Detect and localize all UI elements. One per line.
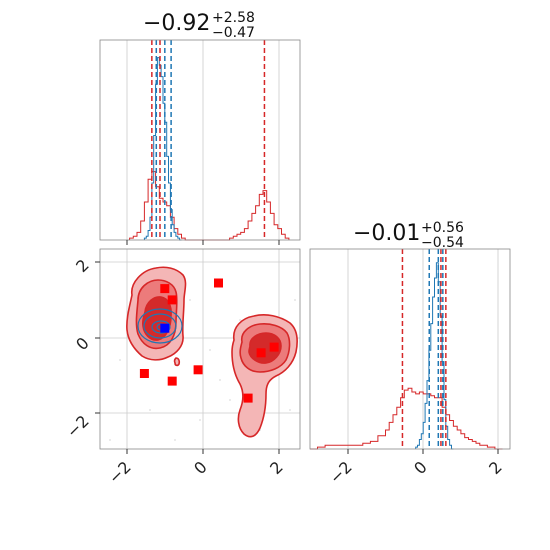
bottom-right-xtick-label-2: 2 — [485, 457, 506, 478]
bottom-left-xtick-label-0: 0 — [190, 457, 211, 478]
bottom-left-frame — [99, 248, 301, 450]
sample-point — [289, 409, 291, 411]
top-left-quantile-lines — [151, 40, 266, 240]
bottom-left-x-axis: −2 0 2 — [105, 449, 287, 488]
top-left-gridlines — [126, 40, 280, 240]
sample-point — [189, 299, 191, 301]
sample-point — [294, 299, 296, 301]
top-left-histogram-panel: −0.92 +2.58 −0.47 — [99, 10, 301, 245]
sample-point — [239, 319, 241, 321]
bottom-left-ytick-label-0: 0 — [72, 333, 93, 354]
right-mode-tail — [173, 357, 181, 367]
blue-contour-mid — [143, 313, 177, 339]
top-left-title-sup: +2.58 — [212, 10, 255, 26]
bottom-left-markers — [139, 278, 279, 403]
blue-contour-inner — [151, 320, 171, 334]
sample-point — [119, 359, 121, 361]
red-square-marker-5 — [193, 365, 203, 375]
bottom-right-xtick-label-0: 0 — [410, 457, 431, 478]
right-mode-contours — [173, 314, 298, 438]
bottom-left-ytick-label-2: 2 — [72, 255, 93, 276]
bottom-right-histogram-panel: −2 0 2 −0.01+0.56 −0.54 — [309, 220, 511, 488]
red-square-marker-7 — [256, 348, 266, 358]
sample-point — [219, 379, 221, 381]
top-left-title-main: −0.92 — [143, 11, 210, 36]
bottom-right-title: −0.01+0.56 −0.54 — [353, 220, 464, 251]
bottom-right-xtick-label--2: −2 — [326, 457, 356, 487]
bottom-left-xtick-label-2: 2 — [266, 457, 287, 478]
sample-point — [199, 419, 201, 421]
red-square-marker-8 — [269, 342, 279, 352]
red-square-marker-4 — [167, 376, 177, 386]
bottom-left-xtick-label--2: −2 — [105, 457, 135, 487]
bottom-right-red-histogram — [310, 387, 503, 450]
bottom-right-gridlines — [347, 249, 499, 449]
blue-contour-outer — [137, 308, 183, 344]
bottom-right-title-sup: +0.56 — [421, 220, 464, 236]
left-mode-contours — [126, 266, 187, 361]
bottom-right-frame — [309, 248, 511, 450]
top-left-x-ticks — [126, 240, 280, 245]
bottom-right-x-axis: −2 0 2 — [326, 449, 506, 488]
sample-point — [209, 349, 211, 351]
bottom-right-title-sub: −0.54 — [421, 235, 464, 251]
bottom-right-blue-histogram — [415, 262, 454, 450]
red-square-marker-0 — [160, 284, 170, 294]
bottom-left-y-axis: 2 0 −2 — [63, 255, 100, 442]
top-left-blue-histogram — [143, 57, 182, 241]
bottom-right-quantile-lines — [401, 249, 447, 449]
top-left-frame — [99, 39, 301, 241]
red-square-marker-3 — [139, 369, 149, 378]
bottom-left-ytick-label--2: −2 — [63, 411, 93, 441]
bottom-left-contour-panel: −2 0 2 2 0 −2 — [63, 248, 301, 488]
red-square-marker-2 — [214, 278, 223, 288]
sample-point — [174, 439, 176, 441]
scatter-samples — [109, 289, 296, 441]
blue-square-marker — [160, 323, 170, 333]
sample-point — [229, 399, 231, 401]
top-left-title: −0.92 +2.58 −0.47 — [143, 10, 255, 41]
red-square-marker-6 — [243, 393, 253, 403]
red-square-marker-1 — [167, 295, 177, 305]
sample-point — [109, 439, 111, 441]
sample-point — [149, 409, 151, 411]
top-left-title-sub: −0.47 — [212, 25, 255, 41]
bottom-right-title-main: −0.01 — [353, 221, 420, 246]
